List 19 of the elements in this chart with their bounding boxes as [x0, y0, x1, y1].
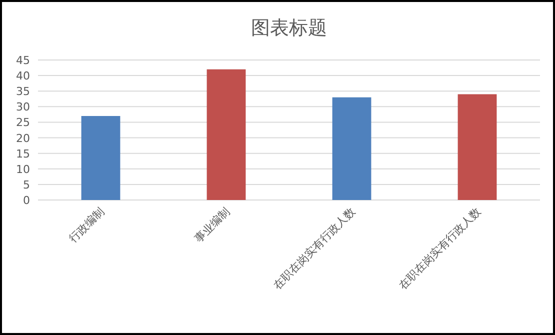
bar [332, 97, 372, 200]
x-tick-label: 在职在岗实有行政人数 [396, 204, 484, 292]
y-tick-label: 40 [16, 70, 30, 83]
y-tick-label: 0 [23, 194, 30, 207]
y-tick-label: 15 [16, 147, 30, 160]
y-tick-label: 5 [23, 178, 30, 192]
chart-title: 图表标题 [251, 17, 327, 39]
y-tick-label: 10 [16, 162, 30, 176]
x-tick-label: 在职在岗实有行政人数 [270, 204, 358, 292]
x-tick-label: 事业编制 [192, 204, 232, 246]
y-tick-label: 45 [16, 54, 30, 67]
bar [81, 116, 120, 200]
y-tick-label: 35 [16, 85, 30, 98]
y-tick-label: 25 [16, 116, 30, 130]
y-tick-label: 30 [16, 100, 30, 114]
y-tick-label: 20 [16, 132, 30, 145]
x-tick-label: 行政编制 [66, 204, 107, 246]
bar [206, 69, 246, 200]
bar [458, 94, 497, 200]
